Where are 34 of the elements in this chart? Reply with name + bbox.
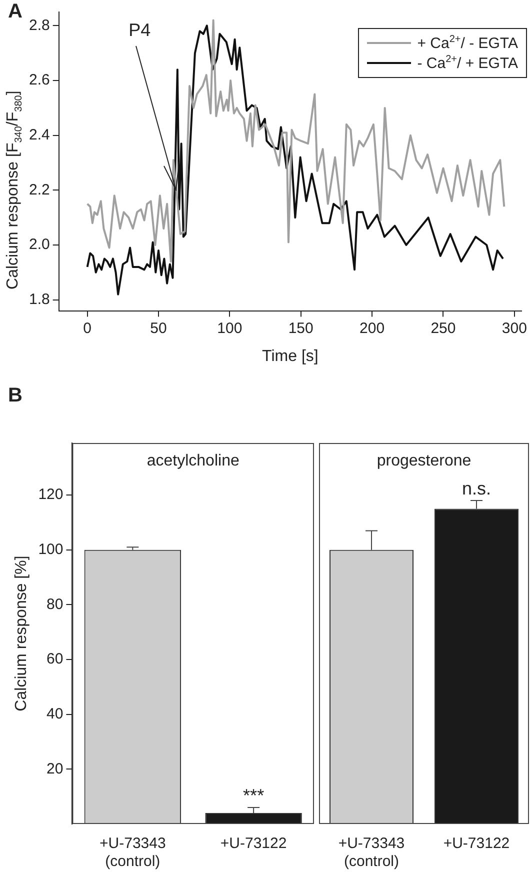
annotation: P4 <box>128 20 151 40</box>
x-tick-label: 250 <box>430 320 456 337</box>
x-tick-label: +U-73122 <box>443 835 510 852</box>
y-tick-label: 80 <box>46 596 64 613</box>
legend-label: + Ca$^{2+}$/ - EGTA <box>417 34 518 52</box>
x-tick-label: 150 <box>288 320 314 337</box>
y-tick-label: 60 <box>46 650 64 668</box>
x-tick-label: 100 <box>217 320 242 337</box>
y-tick-label: 2.0 <box>28 236 50 254</box>
y-tick-label: 20 <box>46 760 64 778</box>
x-tick-label: 300 <box>502 320 527 337</box>
y-tick-label: 2.2 <box>28 181 50 198</box>
annotation: n.s. <box>462 478 492 499</box>
text: progesterone <box>376 452 472 470</box>
legend-label: - Ca$^{2+}$/ + EGTA <box>417 54 518 72</box>
x-tick-label: 50 <box>150 320 167 337</box>
y-tick-label: 2.8 <box>28 16 50 34</box>
y-tick-label: 40 <box>46 706 64 722</box>
x-tick-label: 200 <box>360 320 385 337</box>
x-axis-title: Time [s] <box>262 348 318 365</box>
y-tick-label: 2.4 <box>28 126 50 144</box>
text: A <box>8 0 22 23</box>
text: acetylcholine <box>146 452 240 470</box>
y-tick-label: 1.8 <box>28 290 50 308</box>
text: B <box>8 384 22 407</box>
annotation: *** <box>243 786 264 806</box>
y-tick-label: 120 <box>38 486 64 504</box>
x-tick-label: 0 <box>83 320 92 337</box>
x-tick-label: +U-73343 (control) <box>338 835 405 870</box>
y-tick-label: 2.6 <box>28 72 50 89</box>
x-tick-label: +U-73122 <box>220 835 287 852</box>
y-axis-title: Calcium response [%] <box>13 556 30 712</box>
y-tick-label: 100 <box>38 541 64 558</box>
x-tick-label: +U-73343 (control) <box>100 835 166 870</box>
